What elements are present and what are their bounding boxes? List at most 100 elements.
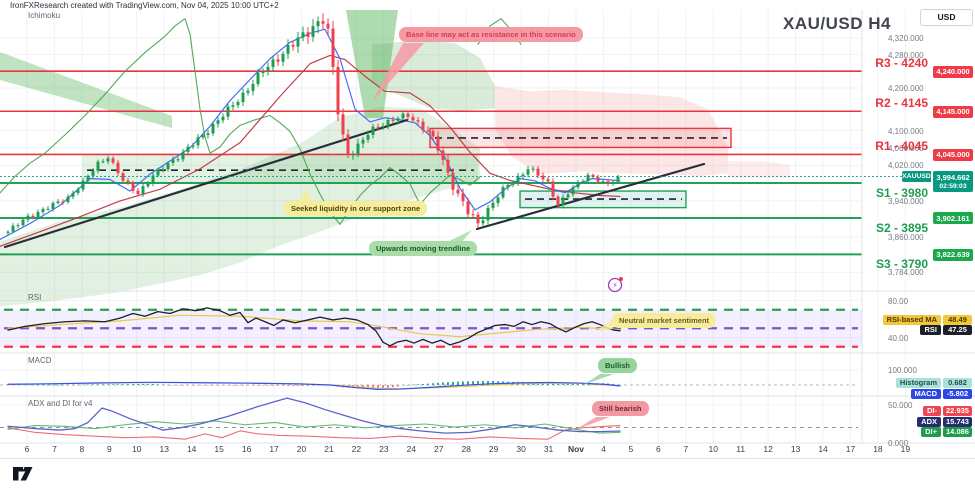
macd-value-badge[interactable]: -5.802 (943, 388, 972, 399)
macd-histogram-bar (112, 384, 114, 385)
date-tick-label: 7 (52, 444, 57, 454)
candle-body (16, 225, 20, 227)
macd-histogram-bar (267, 385, 269, 386)
candle-body (291, 44, 295, 47)
rsi-label-badge[interactable]: RSI (920, 325, 941, 335)
macd-histogram-bar (282, 385, 284, 386)
candle-body (416, 120, 420, 122)
macd-histogram-bar (37, 384, 39, 386)
candle-body (6, 231, 10, 233)
candle-body (71, 193, 75, 197)
macd-histogram-bar (247, 385, 249, 386)
adx-tick-label: 50.000 (888, 401, 913, 410)
macd-histogram-bar (237, 385, 239, 386)
macd-histogram-bar (77, 384, 79, 386)
candle-body (541, 175, 545, 180)
rsi-tick-label: 40.00 (888, 333, 909, 343)
candle-body (206, 133, 210, 135)
macd-histogram-bar (262, 385, 264, 386)
candle-body (351, 154, 355, 156)
adx-panel-title[interactable]: ADX and DI for v4 (28, 399, 93, 408)
price-badge-r2[interactable]: 4,145.000 (933, 105, 973, 118)
date-tick-label: 24 (406, 444, 417, 454)
macd-label-badge[interactable]: MACD (910, 388, 941, 399)
candle-body (226, 106, 230, 117)
annotation-neutral-sentiment[interactable]: Neutral market sentiment (612, 313, 717, 328)
candle-body (521, 174, 525, 177)
current-price-badge[interactable]: 3,994.662 (933, 171, 973, 184)
rsi-value-badge[interactable]: 47.25 (943, 325, 972, 335)
candle-body (191, 145, 195, 147)
lightning-icon: ⚡ (612, 281, 618, 290)
date-tick-label: 30 (516, 444, 526, 454)
candle-body (471, 214, 475, 216)
price-badge-s2[interactable]: 3,902.161 (933, 212, 973, 225)
still-bearish-tail (575, 417, 610, 430)
macd-histogram-bar (72, 384, 74, 386)
candle-body (86, 175, 90, 181)
candle-body (271, 59, 275, 67)
macd-histogram-bar (302, 385, 304, 386)
tradingview-logo-icon[interactable] (13, 465, 33, 483)
macd-histogram-bar (407, 384, 409, 386)
green-wedge (346, 10, 398, 118)
candle-body (386, 119, 390, 127)
support-liquidity-tail (298, 188, 314, 203)
candle-body (61, 201, 65, 203)
annotation-support-liquidity[interactable]: Seeked liquidity in our support zone (284, 201, 428, 216)
ichimoku-legend[interactable]: Ichimoku (28, 11, 61, 20)
macd-histogram-bar (477, 381, 479, 385)
footer-bar: TradingView (0, 458, 975, 488)
macd-histogram-bar (307, 385, 309, 386)
annotation-upwards-trendline[interactable]: Upwards moving trendline (369, 241, 478, 256)
macd-histogram-bar (197, 385, 199, 386)
symbol-price-tag[interactable]: XAUUSD (902, 171, 931, 183)
di-minus-label-badge[interactable]: DI- (923, 406, 941, 416)
macd-histogram-bar (102, 384, 104, 385)
date-tick-label: 4 (601, 444, 606, 454)
price-badge-r3[interactable]: 4,240.000 (933, 65, 973, 78)
price-tick-label: 3,784.000 (888, 268, 924, 278)
macd-histogram-bar (192, 385, 194, 386)
date-tick-label: 12 (763, 444, 773, 454)
macd-histogram-bar (27, 384, 29, 386)
macd-histogram-bar (557, 383, 559, 385)
price-badge-s3[interactable]: 3,822.639 (933, 248, 973, 261)
candle-body (486, 207, 490, 221)
macd-histogram-bar (52, 384, 54, 386)
price-badge-r1[interactable]: 4,045.000 (933, 148, 973, 161)
adx-label-badge[interactable]: ADX (917, 416, 941, 427)
candle-body (391, 119, 395, 121)
macd-histogram-bar (392, 385, 394, 388)
annotation-still-bearish[interactable]: Still bearish (592, 401, 649, 416)
candle-body (606, 181, 610, 185)
candle-body (296, 37, 300, 47)
candle-body (571, 187, 575, 195)
rsi-ma-label-badge[interactable]: RSI-based MA (882, 314, 941, 325)
candle-body (111, 158, 115, 163)
di-plus-value-badge[interactable]: 14.086 (943, 427, 972, 437)
date-tick-label: 15 (214, 444, 224, 454)
macd-histogram-bar (382, 385, 384, 389)
di-minus-value-badge[interactable]: 22.935 (943, 406, 972, 416)
notification-dot (619, 277, 623, 281)
rsi-panel-title[interactable]: RSI (28, 293, 42, 302)
level-label-s1: S1 - 3980 (875, 186, 928, 201)
annotation-baseline-resistance[interactable]: Base line may act as resistance in this … (399, 27, 583, 42)
date-tick-label: Nov (567, 444, 585, 454)
currency-button[interactable]: USD (920, 9, 973, 26)
adx-value-badge[interactable]: 15.743 (943, 416, 972, 427)
di-plus-label-badge[interactable]: DI+ (921, 427, 941, 437)
histogram-value-badge[interactable]: 0.682 (943, 378, 972, 388)
candle-body (506, 184, 510, 188)
annotation-bullish[interactable]: Bullish (598, 358, 638, 373)
macd-panel-title[interactable]: MACD (28, 356, 52, 365)
ichimoku-conversion-line (0, 28, 621, 241)
upwards-trendline-tail (445, 230, 472, 243)
candle-body (306, 32, 310, 37)
candle-body (66, 196, 70, 203)
rsi-ma-value-badge[interactable]: 48.49 (943, 314, 972, 325)
candle-body (51, 203, 55, 209)
histogram-label-badge[interactable]: Histogram (895, 378, 941, 388)
